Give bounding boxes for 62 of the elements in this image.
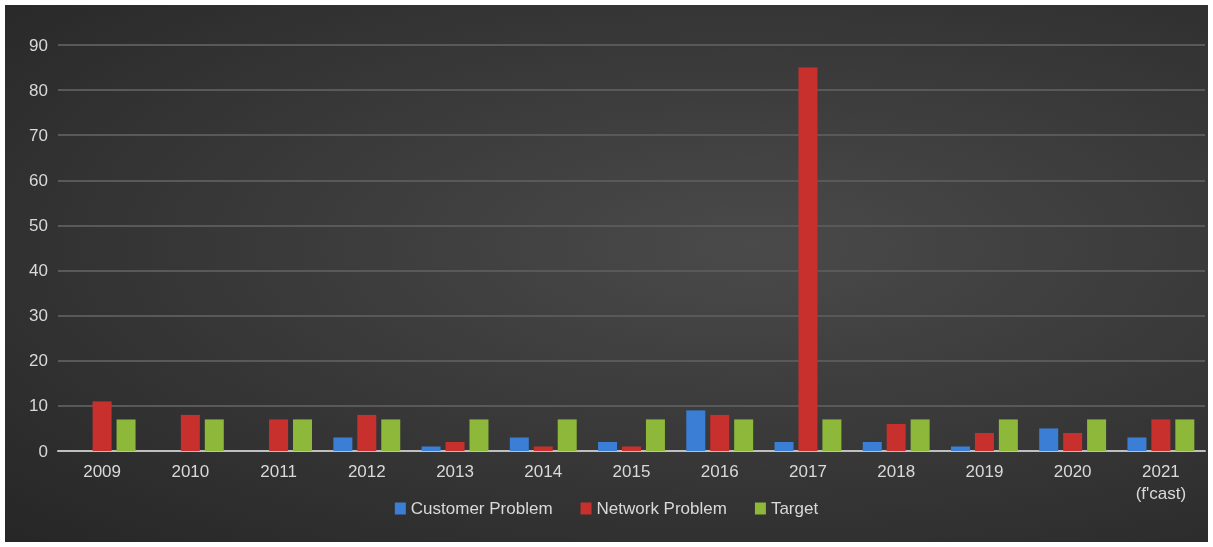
bar: [774, 441, 794, 451]
bar: [862, 441, 882, 451]
bar: [469, 419, 489, 451]
legend-label: Network Problem: [596, 499, 727, 518]
x-tick-label: 2017: [789, 461, 827, 481]
x-tick-label: 2013: [436, 461, 474, 481]
bar: [598, 441, 618, 451]
bar: [557, 419, 577, 451]
bar: [445, 441, 465, 451]
y-tick-label: 80: [29, 80, 48, 100]
y-tick-label: 90: [29, 35, 48, 55]
bar: [1087, 419, 1107, 451]
bar: [950, 446, 970, 451]
bar: [822, 419, 842, 451]
x-tick-label: 2020: [1053, 461, 1092, 481]
legend-label: Customer Problem: [410, 499, 553, 518]
x-tick-label: 2019: [965, 461, 1004, 481]
bar: [509, 437, 529, 451]
bar: [798, 67, 818, 451]
y-tick-label: 60: [29, 170, 48, 190]
y-tick-label: 40: [29, 261, 48, 281]
bar: [686, 410, 706, 451]
bar: [710, 414, 730, 451]
y-tick-label: 20: [29, 351, 48, 371]
bar: [1063, 432, 1083, 451]
bar: [734, 419, 754, 451]
y-tick-label: 50: [29, 215, 48, 235]
bar: [381, 419, 401, 451]
bar: [974, 432, 994, 451]
bar: [910, 419, 930, 451]
bar: [1151, 419, 1171, 451]
x-tick-label: 2021 (f'cast): [1135, 461, 1187, 503]
bar: [180, 414, 200, 451]
x-tick-label: 2015: [612, 461, 651, 481]
bar: [357, 414, 377, 451]
bar: [92, 401, 112, 451]
y-tick-label: 10: [29, 396, 48, 416]
x-tick-label: 2014: [524, 461, 563, 481]
x-tick-label: 2011: [260, 461, 297, 481]
x-tick-label: 2016: [700, 461, 739, 481]
bar: [269, 419, 289, 451]
y-tick-label: 70: [29, 125, 48, 145]
y-tick-label: 30: [29, 306, 48, 326]
bar: [1175, 419, 1195, 451]
y-tick-label: 0: [38, 441, 48, 461]
bar: [204, 419, 224, 451]
bar: [421, 446, 441, 451]
bar: [1127, 437, 1147, 451]
legend-label: Target: [770, 499, 819, 518]
x-tick-label: 2010: [171, 461, 210, 481]
x-tick-label: 2009: [83, 461, 122, 481]
bar: [116, 419, 136, 451]
bar: [533, 446, 553, 451]
x-tick-label: 2018: [877, 461, 916, 481]
bar: [1039, 428, 1059, 451]
bar: [998, 419, 1018, 451]
bar: [333, 437, 353, 451]
bar: [622, 446, 641, 451]
bar: [293, 419, 313, 451]
bar: [645, 419, 665, 451]
x-tick-label: 2012: [347, 461, 386, 481]
bar: [886, 423, 906, 451]
